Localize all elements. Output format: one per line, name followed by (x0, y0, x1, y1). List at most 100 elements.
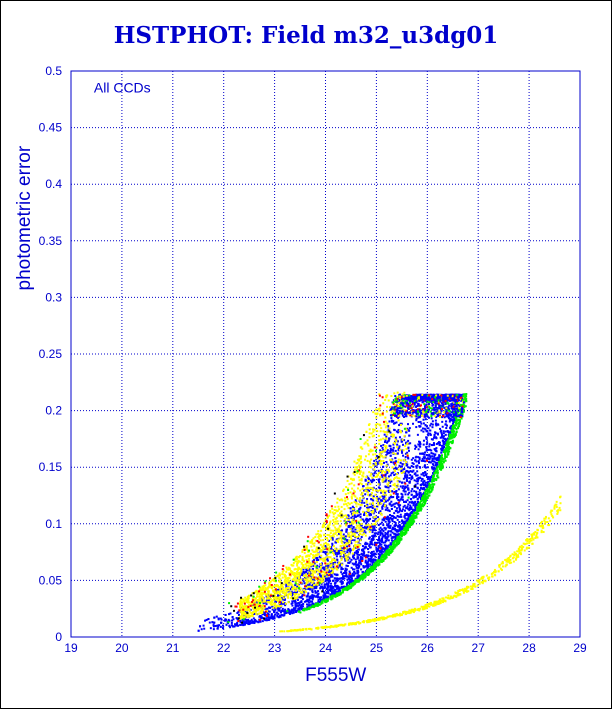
data-point (380, 468, 383, 471)
data-point (403, 533, 406, 536)
data-point (261, 599, 264, 602)
data-point (366, 561, 369, 564)
data-point (400, 466, 403, 469)
data-point (338, 589, 341, 592)
data-point (374, 566, 377, 569)
data-point (356, 531, 359, 534)
data-point (313, 585, 316, 588)
data-point (398, 436, 401, 439)
data-point (401, 525, 404, 528)
data-point (415, 480, 418, 483)
data-point (455, 414, 458, 417)
data-point (337, 577, 340, 580)
data-point (412, 457, 415, 460)
data-point (342, 537, 345, 540)
data-point (324, 552, 327, 555)
data-point (373, 552, 376, 555)
data-point (396, 493, 399, 496)
data-point (434, 448, 437, 451)
data-point (390, 480, 393, 483)
data-point (404, 474, 407, 477)
data-point (402, 454, 405, 457)
data-point (300, 605, 303, 608)
data-point (313, 582, 316, 585)
data-point (405, 486, 408, 489)
data-point (336, 553, 339, 556)
data-point (447, 415, 450, 418)
data-point (421, 457, 424, 460)
data-point (363, 501, 366, 504)
data-point (431, 457, 434, 460)
data-point (424, 466, 427, 469)
data-point (448, 394, 451, 397)
data-point (276, 615, 279, 618)
data-point (367, 518, 370, 521)
data-point (449, 417, 452, 420)
data-point (316, 593, 319, 596)
data-point (450, 429, 453, 432)
data-point (359, 558, 362, 561)
data-point (326, 595, 329, 598)
data-point (408, 477, 411, 480)
data-point (356, 580, 359, 583)
data-point (396, 431, 399, 434)
data-point (275, 611, 278, 614)
data-point (217, 625, 220, 628)
data-point (394, 536, 397, 539)
data-point (236, 621, 239, 624)
data-point (415, 465, 418, 468)
data-point (386, 463, 389, 466)
data-point (407, 449, 410, 452)
data-point (309, 588, 312, 591)
data-point (291, 612, 294, 615)
data-point (353, 557, 356, 560)
data-point (447, 398, 450, 401)
data-point (433, 457, 436, 460)
data-point (360, 535, 363, 538)
data-point (277, 612, 280, 615)
data-point (396, 518, 399, 521)
data-point (420, 500, 423, 503)
data-point (433, 466, 436, 469)
data-point (448, 435, 451, 438)
data-point (425, 454, 428, 457)
data-point (244, 610, 247, 613)
data-point (389, 530, 392, 533)
data-point (349, 586, 352, 589)
data-point (197, 629, 200, 632)
data-point (311, 583, 314, 586)
data-point (295, 602, 298, 605)
data-point (352, 526, 355, 529)
data-point (431, 455, 434, 458)
data-point (338, 533, 341, 536)
data-point (403, 415, 406, 418)
data-point (451, 436, 454, 439)
data-point (409, 473, 412, 476)
data-point (212, 628, 215, 631)
data-point (349, 574, 352, 577)
data-point (425, 394, 428, 397)
data-point (380, 547, 383, 550)
data-point (358, 559, 361, 562)
data-point (452, 420, 455, 423)
data-point (422, 501, 425, 504)
data-point (319, 585, 322, 588)
data-point (382, 449, 385, 452)
data-point (343, 553, 346, 556)
data-point (267, 610, 270, 613)
data-point (380, 444, 383, 447)
data-point (454, 403, 457, 406)
data-point (356, 551, 359, 554)
data-point (353, 571, 356, 574)
data-point (413, 490, 416, 493)
data-point (324, 579, 327, 582)
data-point (262, 602, 265, 605)
data-point (445, 420, 448, 423)
data-point (247, 621, 250, 624)
data-point (412, 515, 415, 518)
data-point (299, 611, 302, 614)
data-point (243, 621, 246, 624)
data-point (427, 432, 430, 435)
data-point (430, 417, 433, 420)
data-point (398, 393, 401, 396)
